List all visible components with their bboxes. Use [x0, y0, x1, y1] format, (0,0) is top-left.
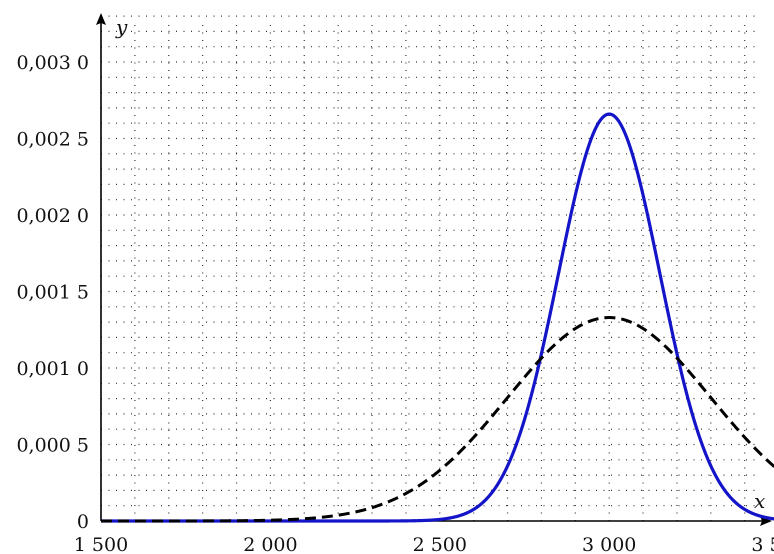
- y-tick-label: 0: [77, 511, 89, 533]
- y-tick-label: 0,001 5: [16, 282, 89, 304]
- y-tick-label: 0,001 0: [16, 358, 89, 380]
- x-tick-label: 3 500: [751, 534, 774, 554]
- grid: [101, 15, 760, 521]
- x-axis-arrow-icon: [760, 516, 772, 526]
- y-tick-label: 0,002 5: [16, 129, 89, 151]
- axes: [96, 13, 772, 526]
- y-tick-label: 0,003 0: [16, 52, 89, 74]
- x-tick-label: 3 000: [582, 534, 636, 554]
- x-axis-label: x: [754, 489, 765, 513]
- series-dashed-curve: [100, 316, 774, 523]
- x-tick-label: 2 000: [243, 534, 297, 554]
- y-axis-arrow-icon: [96, 13, 106, 25]
- y-tick-label: 0,000 5: [16, 435, 89, 457]
- x-tick-label: 2 500: [413, 534, 467, 554]
- series: [100, 112, 774, 523]
- y-tick-label: 0,002 0: [16, 205, 89, 227]
- series-solid-curve: [100, 112, 774, 523]
- y-axis-label: y: [115, 15, 128, 39]
- x-tick-label: 1 500: [74, 534, 128, 554]
